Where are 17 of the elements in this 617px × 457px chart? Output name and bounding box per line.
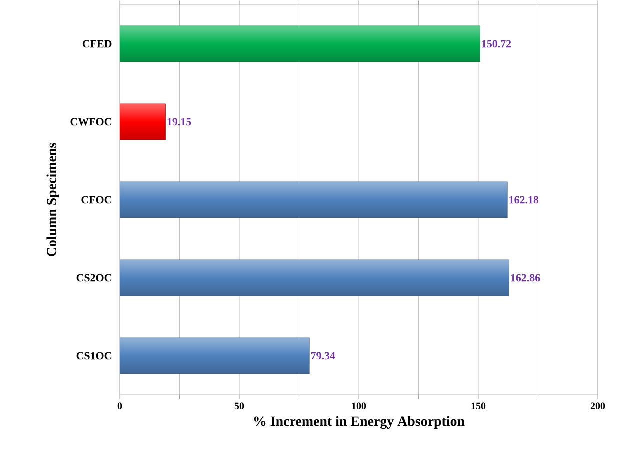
y-tick-label: CS1OC — [76, 352, 112, 360]
x-tick-label: 200 — [590, 402, 606, 410]
x-tick-label: 0 — [118, 402, 122, 410]
y-axis-title: Column Specimens — [46, 143, 60, 256]
data-label: 162.18 — [510, 196, 539, 204]
x-axis-title: % Increment in Energy Absorption — [254, 416, 465, 430]
y-tick-label: CFOC — [82, 196, 112, 204]
y-tick-label: CWFOC — [70, 118, 112, 126]
x-tick-label: 100 — [352, 402, 366, 410]
data-label: 162.86 — [511, 274, 540, 282]
y-tick-label: CFED — [82, 40, 112, 48]
x-tick-label: 150 — [472, 402, 486, 410]
y-tick-label: CS2OC — [76, 274, 112, 282]
data-label: 79.34 — [311, 352, 336, 360]
data-label: 150.72 — [482, 40, 512, 48]
x-tick-label: 50 — [234, 402, 244, 410]
data-label: 19.15 — [168, 118, 192, 126]
